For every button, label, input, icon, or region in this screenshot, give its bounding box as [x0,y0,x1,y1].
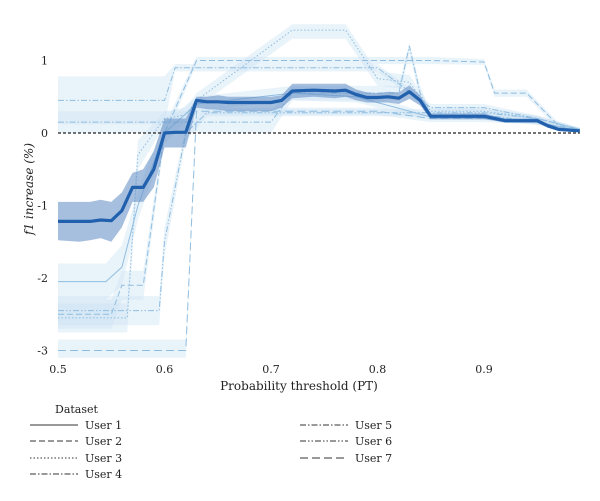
y-tick-label: 0 [41,127,48,140]
legend-entry-7: User 7 [355,452,392,465]
user-5-line [58,67,580,130]
x-tick-label: 0.6 [156,363,174,376]
user-1-band [58,85,580,300]
x-axis-title: Probability threshold (PT) [220,379,378,393]
legend: Dataset User 1 User 2 User 3 User 4 User 5 Us… [30,403,392,481]
user-7-line [58,110,580,351]
mean-line [58,88,580,223]
x-tick-label: 0.7 [262,363,280,376]
y-axis-title: f1 increase (%) [22,143,36,236]
x-tick-label: 0.9 [475,363,493,376]
legend-entry-4: User 4 [85,468,122,481]
y-tick-label: 1 [41,55,48,68]
mean-line-layer [58,88,580,223]
legend-title: Dataset [55,403,99,416]
user-6-line [58,112,580,312]
legend-entry-5: User 5 [355,419,392,432]
x-tick-label: 0.8 [369,363,387,376]
user-6-band [58,109,580,326]
legend-entry-1: User 1 [85,419,122,432]
legend-entry-2: User 2 [85,435,122,448]
legend-entry-3: User 3 [85,452,122,465]
x-axis: 0.5 0.6 0.7 0.8 0.9 [49,363,493,376]
legend-entry-6: User 6 [355,435,392,448]
y-tick-label: -3 [37,345,48,358]
y-tick-label: -2 [37,272,48,285]
y-axis: 1 0 -1 -2 -3 [37,55,48,358]
user-3-line [58,29,580,319]
user-5-band [58,64,580,131]
y-tick-label: -1 [37,200,48,213]
user-2-band [58,56,580,329]
x-tick-label: 0.5 [49,363,67,376]
